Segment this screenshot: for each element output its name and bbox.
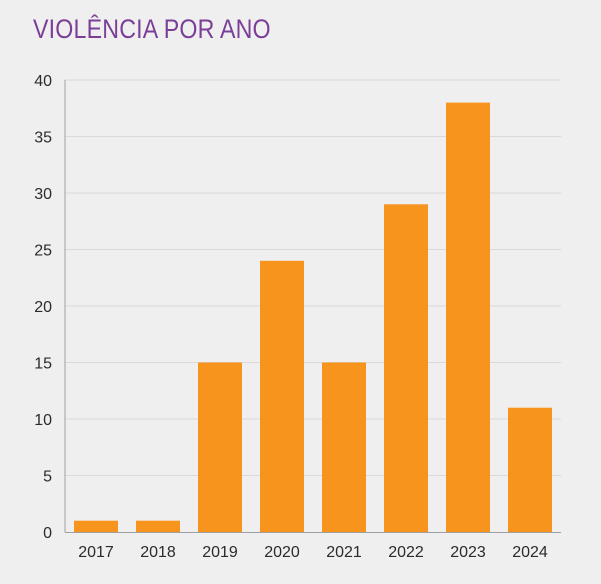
y-tick-label: 30 [34, 186, 52, 203]
bar-2021 [322, 362, 366, 532]
y-tick-label: 0 [43, 525, 52, 542]
bar-2020 [260, 260, 304, 532]
y-tick-label: 15 [34, 356, 52, 373]
y-tick-label: 10 [34, 412, 52, 429]
x-tick-label: 2017 [78, 544, 114, 561]
x-tick-label: 2024 [512, 544, 548, 561]
y-tick-label: 40 [34, 73, 52, 90]
x-tick-label: 2023 [450, 544, 486, 561]
bar-2017 [74, 520, 118, 532]
x-tick-label: 2021 [326, 544, 362, 561]
y-tick-label: 5 [43, 469, 52, 486]
bars [74, 102, 552, 533]
x-tick-label: 2020 [264, 544, 300, 561]
bar-2023 [446, 102, 490, 532]
x-tick-label: 2019 [202, 544, 238, 561]
y-tick-label: 25 [34, 243, 52, 260]
y-axis-ticks: 0 5 10 15 20 25 30 35 40 [34, 73, 52, 542]
bar-2019 [198, 362, 242, 532]
x-tick-label: 2018 [140, 544, 176, 561]
y-tick-label: 20 [34, 299, 52, 316]
chart-title: VIOLÊNCIA POR ANO [33, 14, 271, 44]
x-axis-ticks: 2017 2018 2019 2020 2021 2022 2023 2024 [78, 544, 548, 561]
x-tick-label: 2022 [388, 544, 424, 561]
bar-2022 [384, 204, 428, 533]
axes [64, 80, 561, 533]
bar-2018 [136, 520, 180, 532]
bar-2024 [508, 407, 552, 532]
y-tick-label: 35 [34, 130, 52, 147]
